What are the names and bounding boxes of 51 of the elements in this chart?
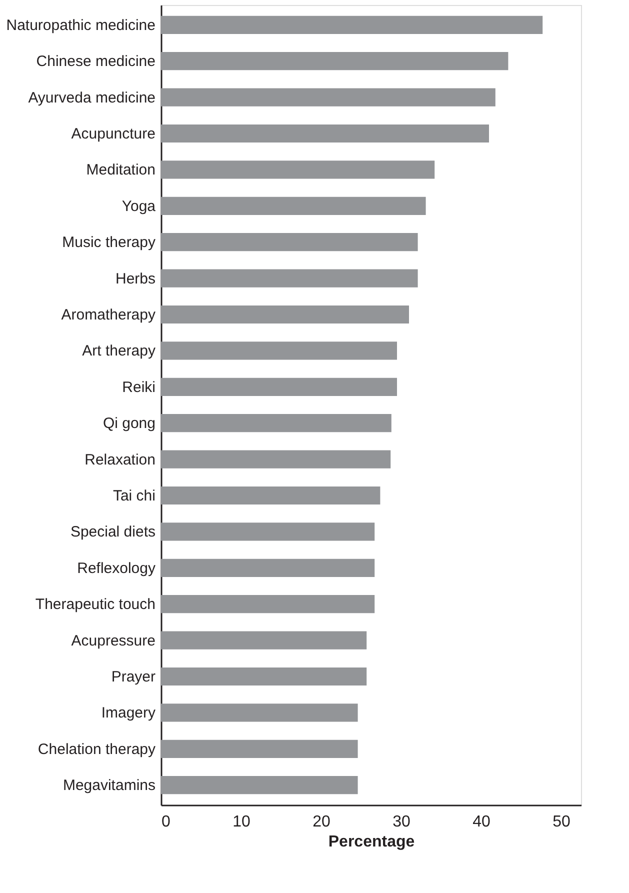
y-tick-label: Yoga [122, 198, 156, 215]
y-tick-label: Aromatherapy [61, 306, 156, 324]
bar [161, 704, 358, 722]
x-tick-label: 0 [162, 814, 170, 830]
y-tick-label: Relaxation [84, 451, 156, 468]
x-tick-label: 30 [392, 814, 410, 830]
bar [161, 305, 409, 324]
y-tick-label: Special diets [70, 524, 156, 541]
bar [161, 522, 375, 541]
y-tick-label: Art therapy [82, 342, 156, 360]
x-tick-label: 50 [552, 814, 570, 830]
bar [161, 52, 508, 70]
y-tick-label: Chelation therapy [38, 740, 156, 758]
bar [161, 378, 397, 396]
bar [161, 558, 375, 577]
bar [161, 414, 392, 432]
x-tick-label: 20 [312, 814, 330, 830]
bar [161, 486, 380, 505]
y-tick-label: Reflexology [77, 560, 156, 577]
y-tick-label: Naturopathic medicine [6, 16, 156, 34]
y-tick-label: Herbs [115, 270, 156, 288]
x-tick-label: 10 [232, 814, 250, 830]
y-tick-label: Meditation [86, 162, 156, 179]
y-tick-label: Therapeutic touch [35, 596, 156, 614]
x-tick-label: 40 [472, 814, 490, 830]
y-tick-label: Ayurveda medicine [28, 89, 156, 106]
bar [161, 450, 391, 468]
y-tick-label: Megavitamins [62, 777, 156, 794]
bar [161, 124, 489, 143]
bar [161, 160, 435, 179]
y-tick-label: Imagery [101, 704, 156, 722]
bar [161, 269, 418, 288]
y-tick-label: Acupuncture [71, 126, 156, 143]
x-axis-title: Percentage [328, 834, 415, 850]
bar [161, 196, 426, 215]
bar [161, 88, 496, 106]
y-tick-label: Music therapy [62, 234, 156, 252]
y-tick-label: Tai chi [112, 488, 156, 504]
bar [161, 667, 367, 686]
bar [161, 595, 375, 614]
bar [161, 233, 418, 252]
bar [161, 740, 358, 758]
y-tick-label: Acupressure [71, 632, 156, 650]
bar [161, 16, 543, 34]
y-tick-label: Prayer [111, 668, 156, 686]
y-tick-label: Reiki [122, 378, 156, 396]
bar [161, 776, 358, 794]
bar [161, 342, 397, 360]
y-tick-label: Qi gong [102, 415, 156, 432]
y-tick-label: Chinese medicine [36, 53, 156, 70]
bar [161, 631, 367, 650]
